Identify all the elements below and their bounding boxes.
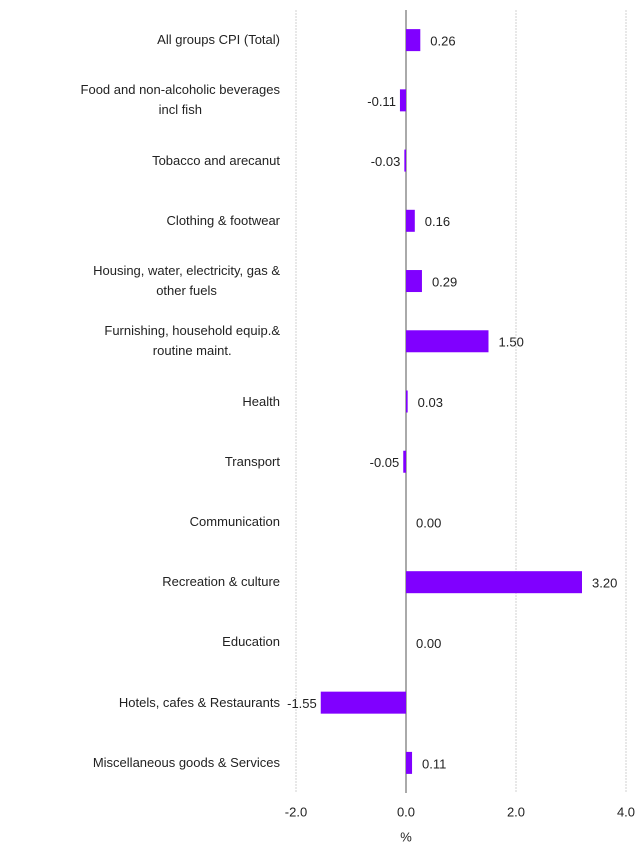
category-label: Health xyxy=(242,393,280,409)
value-label: 0.29 xyxy=(432,274,457,289)
category-label: Clothing & footwear xyxy=(166,212,280,228)
category-label: Food and non-alcoholic beverages incl fi… xyxy=(80,82,280,118)
value-label: -0.03 xyxy=(371,154,401,169)
value-label: -0.05 xyxy=(370,455,400,470)
category-label: Hotels, cafes & Restaurants xyxy=(118,694,280,710)
value-label: 1.50 xyxy=(499,335,524,350)
bar xyxy=(404,149,406,172)
x-axis-label: % xyxy=(400,829,412,843)
bar xyxy=(406,390,408,413)
bar xyxy=(406,270,422,293)
value-label: 0.26 xyxy=(430,34,455,49)
bar xyxy=(399,89,406,112)
x-tick-label: 0.0 xyxy=(397,804,415,819)
value-label: 0.16 xyxy=(425,214,450,229)
bar xyxy=(403,450,406,473)
value-label: 3.20 xyxy=(592,576,617,591)
bar xyxy=(406,209,415,232)
bar xyxy=(406,751,413,774)
value-label: 0.03 xyxy=(418,395,443,410)
bar xyxy=(406,29,421,52)
x-tick-label: 4.0 xyxy=(617,804,635,819)
bar xyxy=(320,691,406,714)
category-label: Miscellaneous goods & Services xyxy=(92,754,280,770)
category-label: Recreation & culture xyxy=(162,574,280,590)
value-label: -0.11 xyxy=(367,94,396,109)
value-label: 0.00 xyxy=(416,515,441,530)
x-tick-label: -2.0 xyxy=(285,804,307,819)
category-label: Housing, water, electricity, gas & other… xyxy=(93,263,280,299)
x-tick-label: 2.0 xyxy=(507,804,525,819)
bar xyxy=(406,330,489,353)
value-label: 0.11 xyxy=(422,756,446,771)
bar xyxy=(406,571,582,594)
category-label: Transport xyxy=(224,453,280,469)
category-label: Education xyxy=(222,634,280,650)
value-label: 0.00 xyxy=(416,636,441,651)
category-label: Tobacco and arecanut xyxy=(152,152,280,168)
value-label: -1.55 xyxy=(287,696,317,711)
category-label: Communication xyxy=(189,513,280,529)
category-label: All groups CPI (Total) xyxy=(157,32,280,48)
category-label: Furnishing, household equip.& routine ma… xyxy=(104,323,280,359)
